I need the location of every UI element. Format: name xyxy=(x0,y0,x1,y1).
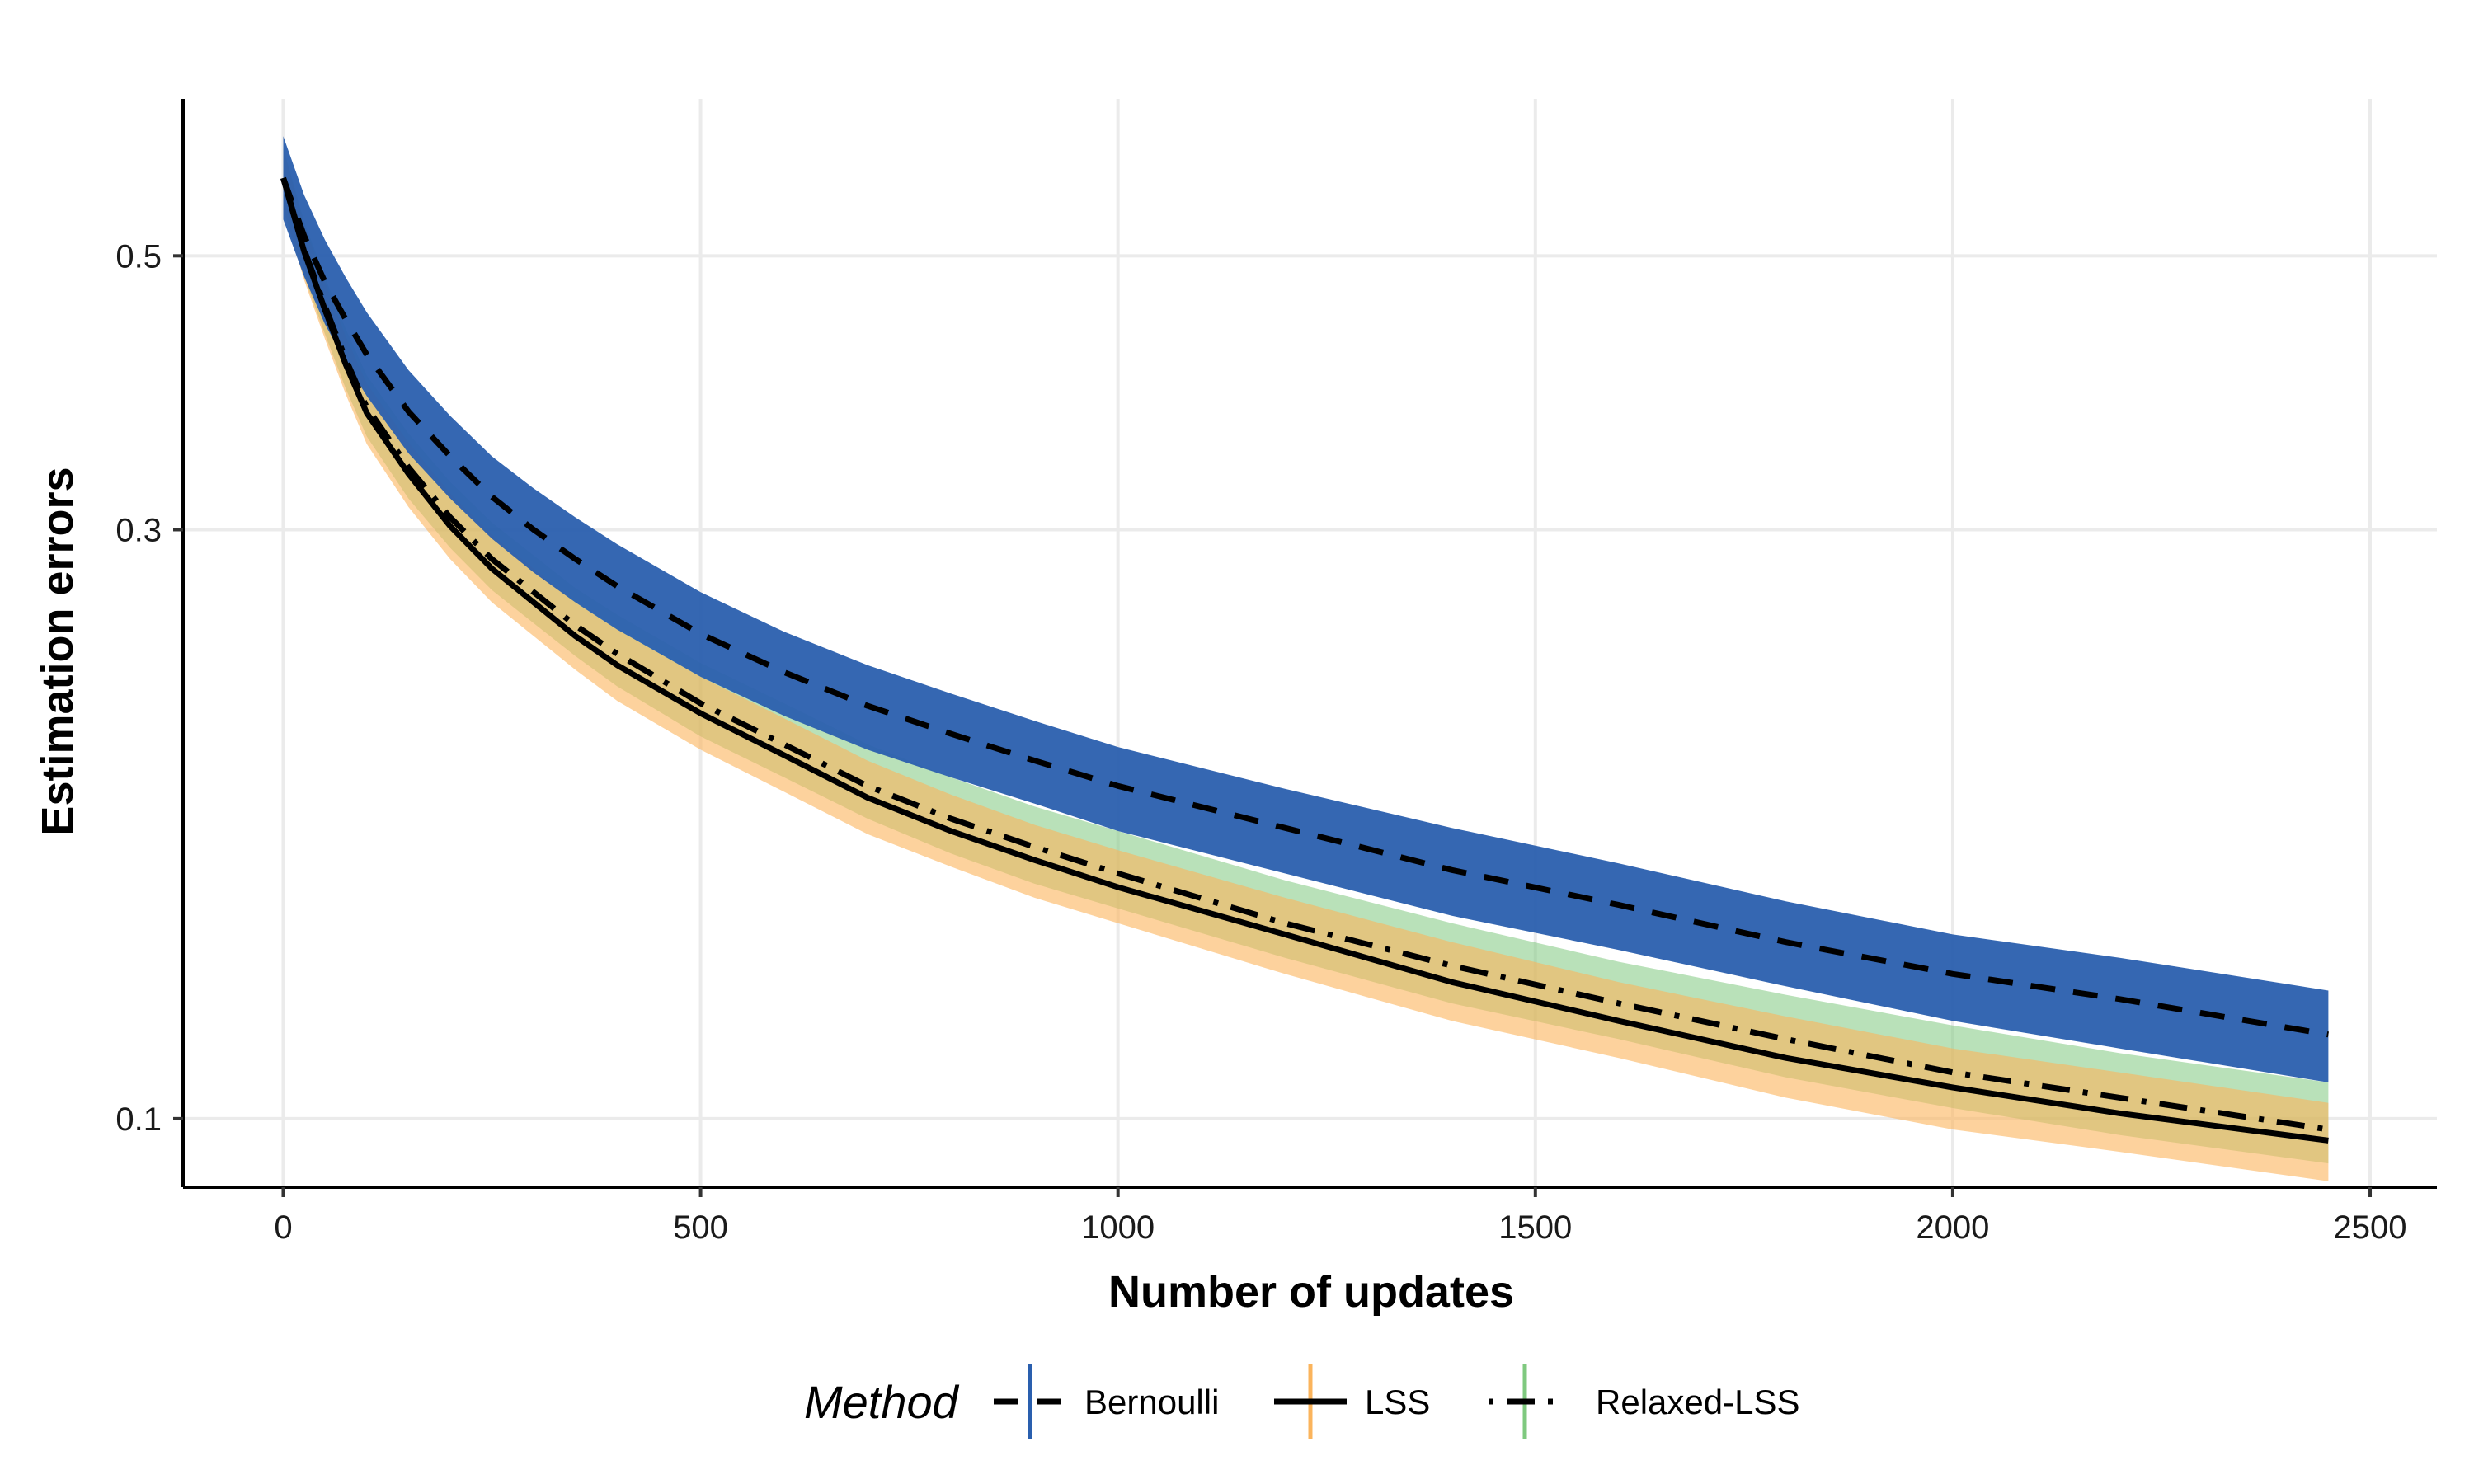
grid xyxy=(183,99,2437,1187)
y-tick-label: 0.3 xyxy=(115,512,162,548)
legend-label-bernoulli: Bernoulli xyxy=(1084,1383,1219,1421)
legend-label-lss: LSS xyxy=(1365,1383,1430,1421)
band-bernoulli xyxy=(283,136,2329,1082)
line-bernoulli xyxy=(280,176,2329,1038)
legend-label-relaxed-lss: Relaxed-LSS xyxy=(1596,1383,1799,1421)
legend: Method Bernoulli LSS Relaxed-LSS xyxy=(804,1364,1799,1439)
tick-labels: 0 500 1000 1500 2000 2500 0.1 0.3 0.5 xyxy=(115,238,2406,1246)
x-tick-label: 1000 xyxy=(1081,1209,1155,1246)
confidence-bands xyxy=(283,136,2329,1181)
y-axis-title: Estimation errors xyxy=(33,467,82,835)
legend-key-relaxed-lss: Relaxed-LSS xyxy=(1489,1364,1799,1439)
legend-title: Method xyxy=(804,1376,960,1428)
x-tick-label: 0 xyxy=(274,1209,292,1246)
series-lines xyxy=(280,176,2329,1144)
band-lss xyxy=(283,149,2329,1181)
y-tick-label: 0.5 xyxy=(115,238,162,275)
x-tick-label: 1500 xyxy=(1498,1209,1572,1246)
x-axis-title: Number of updates xyxy=(1108,1267,1514,1317)
axes xyxy=(173,99,2437,1197)
x-tick-label: 2500 xyxy=(2334,1209,2407,1246)
legend-key-bernoulli: Bernoulli xyxy=(994,1364,1219,1439)
line-relaxed-lss xyxy=(280,177,2329,1133)
x-tick-label: 500 xyxy=(673,1209,728,1246)
y-tick-label: 0.1 xyxy=(115,1101,162,1138)
legend-key-lss: LSS xyxy=(1274,1364,1430,1439)
x-tick-label: 2000 xyxy=(1916,1209,1989,1246)
